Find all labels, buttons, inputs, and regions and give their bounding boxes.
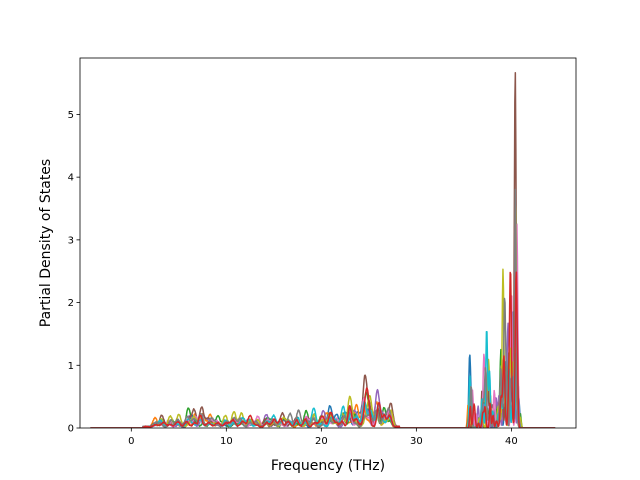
y-tick-label: 4 — [68, 173, 74, 184]
axes-frame — [79, 57, 577, 429]
y-tick-label: 5 — [68, 110, 74, 121]
x-tick-label: 10 — [220, 436, 233, 447]
y-tick-label: 0 — [68, 424, 74, 435]
x-axis-label: Frequency (THz) — [271, 458, 385, 474]
y-axis-label: Partial Density of States — [38, 159, 54, 327]
y-axis: 0 1 2 3 4 5 — [68, 110, 80, 435]
plot-area — [90, 72, 556, 428]
x-tick-label: 40 — [505, 436, 518, 447]
y-tick-label: 3 — [68, 235, 74, 246]
x-tick-label: 30 — [410, 436, 423, 447]
x-tick-label: 20 — [315, 436, 328, 447]
y-tick-label: 2 — [68, 298, 74, 309]
y-tick-label: 1 — [68, 361, 74, 372]
pdos-series-line — [90, 271, 556, 428]
x-tick-label: 0 — [128, 436, 134, 447]
series-layer — [90, 72, 556, 428]
x-axis: 0 10 20 30 40 — [128, 428, 518, 447]
